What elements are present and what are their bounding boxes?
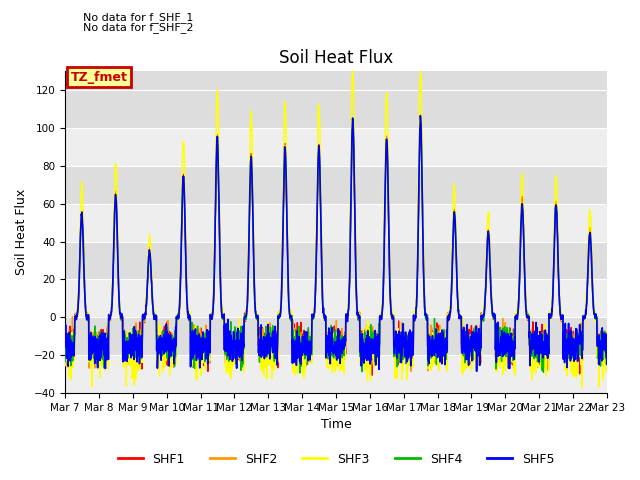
Text: TZ_fmet: TZ_fmet [70,71,127,84]
Text: No data for f_SHF_2: No data for f_SHF_2 [83,22,194,33]
Bar [65,128,607,166]
Text: No data for f_SHF_1: No data for f_SHF_1 [83,12,193,23]
Legend: SHF1, SHF2, SHF3, SHF4, SHF5: SHF1, SHF2, SHF3, SHF4, SHF5 [113,448,559,471]
Bar [65,355,607,393]
Bar [65,279,607,317]
X-axis label: Time: Time [321,419,351,432]
Title: Soil Heat Flux: Soil Heat Flux [279,48,393,67]
Y-axis label: Soil Heat Flux: Soil Heat Flux [15,189,28,275]
Bar [65,204,607,241]
